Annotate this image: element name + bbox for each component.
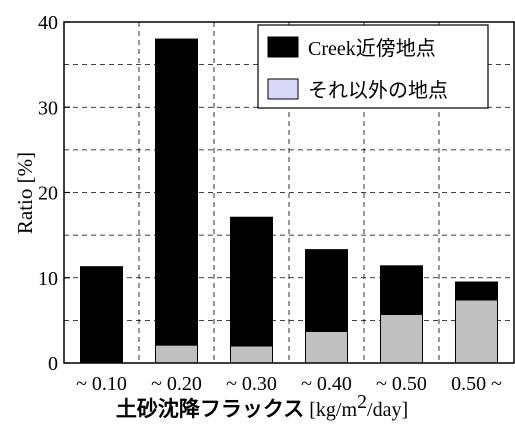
bar-creek-sites <box>380 265 423 315</box>
y-tick-label: 40 <box>38 12 58 34</box>
bar-creek-sites <box>230 216 273 347</box>
y-tick-label: 30 <box>38 97 58 119</box>
x-tick-label: ~ 0.30 <box>226 373 277 395</box>
x-tick-label: ~ 0.40 <box>301 373 352 395</box>
y-axis-title: Ratio [%] <box>13 152 37 234</box>
axis-layer: 0 10 20 30 40 ~ 0.10 ~ 0.20 ~ 0.30 ~ 0.40 ~ 0.50 0… <box>38 12 515 395</box>
bar-other-sites <box>455 299 498 364</box>
y-tick-label: 0 <box>48 353 58 375</box>
legend-swatch-creek <box>267 36 299 58</box>
x-axis-title-unit: [kg/m <box>304 399 357 421</box>
x-axis-title-unit-sup: 2 <box>357 391 367 413</box>
x-axis-title-unit-end: /day] <box>367 399 408 421</box>
bar-other-sites <box>155 344 198 364</box>
bar-creek-sites <box>80 266 123 364</box>
x-tick-label: ~ 0.50 <box>376 373 427 395</box>
x-tick-label: ~ 0.20 <box>151 373 202 395</box>
legend-label-other: それ以外の地点 <box>308 79 448 102</box>
x-axis-title-main: 土砂沈降フラックス <box>116 397 304 421</box>
bar-other-sites <box>380 313 423 364</box>
bar-other-sites <box>230 345 273 364</box>
y-tick-label: 20 <box>38 183 58 205</box>
bars-layer <box>80 38 498 364</box>
bar-creek-sites <box>305 249 348 332</box>
x-tick-label: ~ 0.10 <box>76 373 127 395</box>
x-tick-label: 0.50 ~ <box>451 373 502 395</box>
bar-creek-sites <box>155 38 198 346</box>
legend: Creek近傍地点 それ以外の地点 <box>257 24 489 109</box>
bar-other-sites <box>305 330 348 364</box>
legend-swatch-other <box>267 78 299 100</box>
x-axis-title: 土砂沈降フラックス [kg/m2/day] <box>116 391 408 421</box>
y-tick-label: 10 <box>38 268 58 290</box>
bar-creek-sites <box>455 281 498 301</box>
legend-label-creek: Creek近傍地点 <box>308 37 436 60</box>
